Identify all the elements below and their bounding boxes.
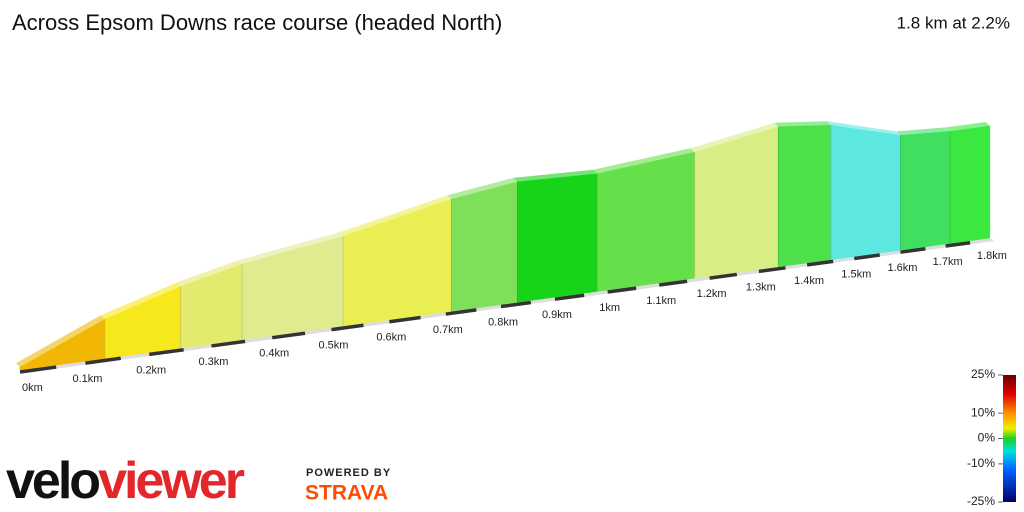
segment-top xyxy=(339,195,452,237)
segment xyxy=(241,236,344,341)
tick-mark xyxy=(945,240,971,248)
logo: veloviewer xyxy=(6,452,245,510)
tick-mark xyxy=(758,266,786,274)
segment-top xyxy=(238,232,344,265)
tick-mark xyxy=(709,272,738,280)
segment-top xyxy=(946,122,990,132)
strava: STRAVA xyxy=(305,482,388,505)
tick-mark xyxy=(389,315,421,324)
segment xyxy=(451,181,518,312)
x-tick-label: 1.6km xyxy=(887,262,917,274)
x-tick-label: 1km xyxy=(599,302,620,314)
tick-mark xyxy=(658,279,688,287)
tick-mark xyxy=(19,365,57,374)
tick-mark xyxy=(149,347,184,357)
gradient-tick-label: -25% xyxy=(967,494,995,508)
tick-mark xyxy=(271,331,306,340)
segment-top xyxy=(16,315,105,368)
x-tick-label: 0.5km xyxy=(319,340,349,352)
x-tick-label: 1.1km xyxy=(646,295,676,307)
x-tick-label: 0.1km xyxy=(72,373,102,385)
segment-top xyxy=(896,127,951,136)
gradient-bar xyxy=(1003,375,1016,502)
segment-top xyxy=(593,148,695,174)
tick-mark xyxy=(854,253,881,261)
gradient-tick-label: 25% xyxy=(971,367,995,381)
tick-mark xyxy=(900,247,926,254)
segment-top xyxy=(774,121,831,127)
segment xyxy=(517,173,598,303)
segment-top xyxy=(176,260,242,287)
x-tick-label: 1.2km xyxy=(697,288,727,300)
plot: 0km 0.1km 0.2km 0.3km 0.4km 0.5km 0.6km 0.7km 0.… xyxy=(16,121,1007,394)
segment xyxy=(830,125,901,260)
x-tick-label: 1.8km xyxy=(977,250,1007,262)
segment xyxy=(342,198,452,327)
segment-top xyxy=(690,122,779,153)
x-tick-label: 0km xyxy=(22,382,43,394)
gradient-tick-label: 10% xyxy=(971,405,995,419)
segment xyxy=(694,126,779,279)
tick-mark xyxy=(500,300,532,309)
x-tick-label: 0.2km xyxy=(136,364,166,376)
x-tick-label: 1.4km xyxy=(794,275,824,287)
tick-mark xyxy=(445,308,477,316)
segment xyxy=(180,263,243,349)
x-tick-label: 0.6km xyxy=(376,332,406,344)
segment xyxy=(778,125,832,268)
segment xyxy=(596,151,695,292)
segment-top xyxy=(100,282,181,320)
segment xyxy=(900,131,951,251)
logo-velo: velo xyxy=(6,452,99,510)
tick-mark xyxy=(554,293,585,301)
segment-top xyxy=(447,177,518,200)
x-tick-label: 0.8km xyxy=(488,316,518,328)
tick-mark xyxy=(607,286,637,294)
x-tick-label: 1.3km xyxy=(746,281,776,293)
chart-title: Across Epsom Downs race course (headed N… xyxy=(12,10,502,35)
logo-viewer: viewer xyxy=(98,452,245,510)
tick-mark xyxy=(806,259,834,267)
segment-top xyxy=(826,121,901,136)
x-tick-label: 0.4km xyxy=(259,348,289,360)
x-tick-label: 0.9km xyxy=(542,309,572,321)
powered-by: POWERED BY xyxy=(306,467,391,479)
gradient-tick-label: 0% xyxy=(978,431,996,445)
x-tick-label: 0.3km xyxy=(199,356,229,368)
summary: 1.8 km at 2.2% xyxy=(897,13,1010,32)
x-tick-label: 1.7km xyxy=(933,256,963,268)
tick-mark xyxy=(211,339,246,348)
segment-top xyxy=(513,169,598,182)
segment xyxy=(949,125,991,244)
tick-mark xyxy=(85,356,121,365)
x-tick-label: 1.5km xyxy=(841,268,871,280)
x-tick-label: 0.7km xyxy=(433,324,463,336)
gradient-tick-label: -10% xyxy=(967,456,995,470)
tick-mark xyxy=(331,323,364,332)
